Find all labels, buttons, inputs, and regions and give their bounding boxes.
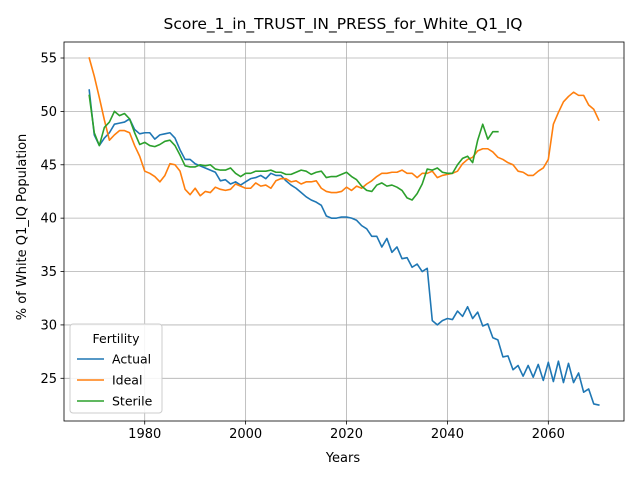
x-axis-label: Years <box>325 451 361 466</box>
x-tick-label: 2000 <box>229 427 262 442</box>
legend-title: Fertility <box>93 331 141 346</box>
legend-label: Sterile <box>112 394 153 409</box>
y-tick-label: 40 <box>40 212 57 227</box>
y-tick-label: 50 <box>40 105 57 120</box>
legend-label: Actual <box>112 352 151 367</box>
legend-label: Ideal <box>112 373 142 388</box>
x-tick-label: 2060 <box>532 427 565 442</box>
y-tick-label: 30 <box>40 318 57 333</box>
series-lines <box>88 57 600 406</box>
plot-frame <box>63 41 625 422</box>
legend-box <box>69 323 163 414</box>
legend-items: Actual Ideal Sterile <box>77 352 153 409</box>
series-line-sterile <box>88 94 499 201</box>
legend: Fertility Actual Ideal Sterile <box>69 323 163 414</box>
legend-item-sterile: Sterile <box>77 394 153 409</box>
legend-item-actual: Actual <box>77 352 151 367</box>
x-tick-label: 2040 <box>431 427 464 442</box>
series-line-ideal <box>88 57 600 197</box>
y-tick-label: 35 <box>40 265 57 280</box>
chart-title: Score_1_in_TRUST_IN_PRESS_for_White_Q1_I… <box>163 15 522 34</box>
axis-ticks: 1980 2000 2020 2040 2060 25 30 35 40 45 50 55 <box>40 52 564 442</box>
legend-item-ideal: Ideal <box>77 373 142 388</box>
x-tick-label: 1980 <box>128 427 161 442</box>
y-tick-label: 55 <box>40 52 57 67</box>
x-tick-label: 2020 <box>330 427 363 442</box>
y-tick-label: 45 <box>40 158 57 173</box>
y-axis-label: % of White Q1_IQ Population <box>15 134 30 321</box>
series-line-actual <box>88 89 600 406</box>
y-tick-label: 25 <box>40 372 57 387</box>
